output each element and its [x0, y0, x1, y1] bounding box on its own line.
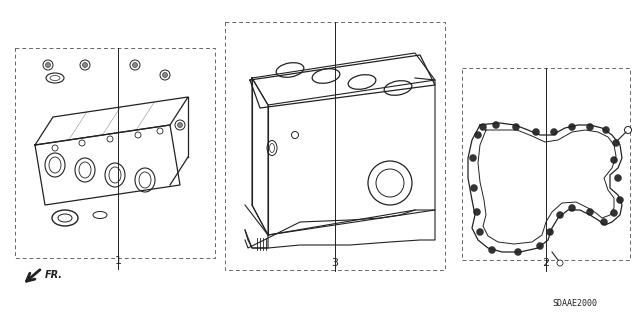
Ellipse shape: [139, 172, 151, 188]
Text: 3: 3: [332, 258, 339, 268]
Circle shape: [130, 60, 140, 70]
Circle shape: [52, 145, 58, 151]
Circle shape: [515, 249, 522, 256]
Circle shape: [488, 247, 495, 254]
Circle shape: [132, 63, 138, 68]
Ellipse shape: [52, 210, 78, 226]
Circle shape: [616, 197, 623, 204]
Circle shape: [586, 209, 593, 216]
Circle shape: [368, 161, 412, 205]
Circle shape: [45, 63, 51, 68]
Circle shape: [79, 140, 85, 146]
Circle shape: [586, 123, 593, 130]
Ellipse shape: [384, 81, 412, 95]
Circle shape: [612, 139, 620, 146]
Text: 1: 1: [115, 256, 122, 266]
Ellipse shape: [75, 158, 95, 182]
Circle shape: [107, 136, 113, 142]
Ellipse shape: [93, 211, 107, 219]
Ellipse shape: [267, 140, 277, 155]
Circle shape: [602, 127, 609, 133]
Circle shape: [474, 131, 481, 138]
Circle shape: [291, 131, 298, 138]
Circle shape: [568, 123, 575, 130]
Circle shape: [470, 154, 477, 161]
Circle shape: [160, 70, 170, 80]
Ellipse shape: [58, 214, 72, 222]
Circle shape: [611, 210, 618, 217]
Circle shape: [83, 63, 88, 68]
Circle shape: [532, 129, 540, 136]
Ellipse shape: [105, 163, 125, 187]
Ellipse shape: [46, 73, 64, 83]
Circle shape: [550, 129, 557, 136]
Circle shape: [376, 169, 404, 197]
Bar: [462, 68, 630, 260]
Circle shape: [477, 228, 483, 235]
Circle shape: [163, 72, 168, 78]
Bar: [225, 22, 445, 270]
Ellipse shape: [45, 153, 65, 177]
Circle shape: [177, 122, 182, 128]
Bar: [15, 48, 215, 258]
Ellipse shape: [276, 63, 304, 77]
Circle shape: [493, 122, 499, 129]
Circle shape: [80, 60, 90, 70]
Circle shape: [43, 60, 53, 70]
Ellipse shape: [312, 69, 340, 83]
Text: 2: 2: [543, 258, 550, 268]
Ellipse shape: [79, 162, 91, 178]
Text: FR.: FR.: [45, 270, 63, 280]
Circle shape: [536, 242, 543, 249]
Circle shape: [557, 260, 563, 266]
Circle shape: [470, 184, 477, 191]
Circle shape: [175, 120, 185, 130]
Circle shape: [557, 211, 563, 219]
Ellipse shape: [109, 167, 121, 183]
Ellipse shape: [135, 168, 155, 192]
Ellipse shape: [49, 157, 61, 173]
Ellipse shape: [269, 144, 275, 152]
Circle shape: [547, 228, 554, 235]
Circle shape: [513, 123, 520, 130]
Circle shape: [135, 132, 141, 138]
Circle shape: [568, 204, 575, 211]
Circle shape: [479, 123, 486, 130]
Circle shape: [600, 219, 607, 226]
Text: SDAAE2000: SDAAE2000: [552, 299, 598, 308]
Circle shape: [157, 128, 163, 134]
Circle shape: [625, 127, 632, 133]
Circle shape: [614, 174, 621, 182]
Ellipse shape: [348, 75, 376, 89]
Circle shape: [474, 209, 481, 216]
Circle shape: [611, 157, 618, 164]
Ellipse shape: [50, 76, 60, 80]
